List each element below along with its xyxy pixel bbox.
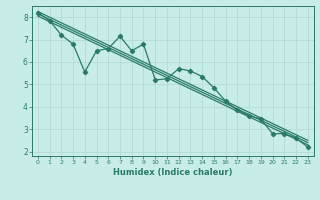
X-axis label: Humidex (Indice chaleur): Humidex (Indice chaleur) [113,168,233,177]
